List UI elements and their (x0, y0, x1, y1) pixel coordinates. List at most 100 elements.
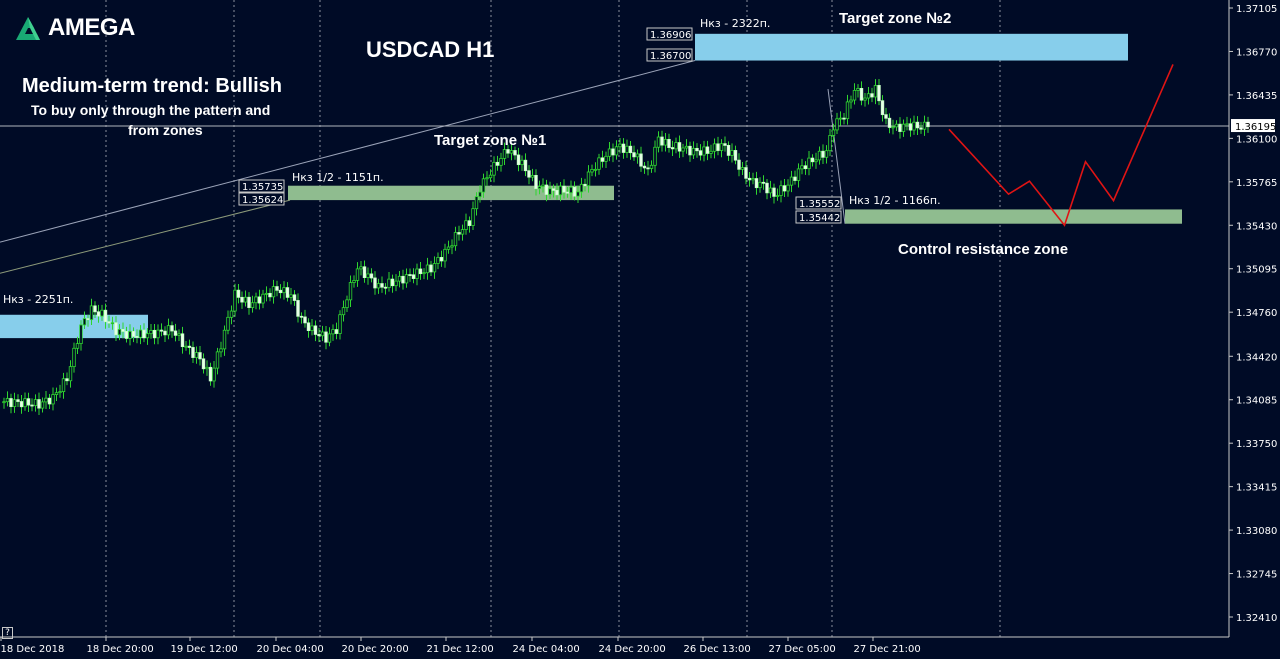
candle (810, 157, 815, 163)
candle (614, 146, 619, 156)
candle (803, 165, 808, 170)
candle (653, 146, 657, 166)
candle (898, 123, 902, 132)
candle (159, 329, 164, 332)
zone-control-green (845, 209, 1182, 224)
candle (58, 391, 62, 394)
price-tick-label: 1.35095 (1236, 265, 1277, 276)
candle (173, 330, 178, 336)
candle (334, 329, 339, 334)
candle (667, 138, 671, 148)
zone-label-left: Нкз - 2251п. (3, 293, 73, 306)
candle (411, 274, 416, 279)
time-tick-label: 21 Dec 12:00 (427, 644, 494, 655)
candle (541, 184, 545, 187)
candle (82, 318, 87, 326)
candle (103, 309, 108, 323)
candle (600, 157, 605, 162)
zone-target1-green (288, 185, 614, 201)
candle (859, 87, 864, 101)
candle (121, 329, 125, 332)
candle (156, 329, 160, 339)
candle (562, 185, 566, 193)
candle (646, 167, 650, 170)
time-tick-label: 18 Dec 2018 (1, 644, 65, 655)
zone-price-box (646, 27, 693, 41)
candle (509, 150, 514, 154)
control-zone-name: Control resistance zone (898, 241, 1068, 258)
candle (751, 178, 755, 181)
help-icon[interactable]: ? (2, 627, 13, 639)
candle (338, 314, 342, 334)
price-tick-label: 1.36100 (1236, 134, 1277, 145)
candle (691, 147, 696, 156)
price-tick-label: 1.35765 (1236, 178, 1277, 189)
annotations: USDCAD H1 Medium-term trend: Bullish To bu… (3, 10, 1068, 306)
candle (152, 329, 157, 339)
candle (107, 321, 111, 324)
zone-price-box (646, 48, 693, 62)
zone-price-box (238, 192, 285, 206)
candle (880, 100, 885, 116)
time-tick-label: 20 Dec 20:00 (342, 644, 409, 655)
candle (656, 136, 661, 148)
candle (628, 145, 633, 154)
candle (362, 266, 367, 279)
zone-left-blue (0, 314, 148, 339)
candle (65, 378, 69, 382)
candle (138, 329, 143, 338)
candle (590, 169, 594, 173)
candle (695, 147, 699, 152)
candle (446, 246, 451, 250)
candle (688, 145, 692, 156)
candle (789, 176, 794, 186)
candle (548, 188, 552, 195)
candle (117, 329, 122, 336)
candle (163, 330, 167, 336)
forecast-line (948, 64, 1174, 227)
candle (2, 401, 6, 404)
price-tick-label: 1.37105 (1236, 4, 1277, 15)
candle (198, 352, 202, 360)
candle (919, 127, 923, 130)
candle (712, 143, 717, 152)
candle (635, 153, 640, 158)
candle (604, 155, 608, 162)
candle (352, 279, 356, 283)
candle (222, 329, 227, 350)
candles (2, 79, 930, 415)
candle (922, 121, 927, 130)
candle (555, 189, 559, 196)
price-axis: 1.37105 1.36770 1.36435 1.36100 1.35765 1.354… (1229, 4, 1277, 624)
candle (845, 101, 850, 120)
candle (285, 287, 290, 298)
candle (54, 392, 59, 395)
candle (303, 316, 307, 324)
candle (642, 165, 647, 169)
candle (884, 114, 888, 119)
candle (765, 182, 769, 194)
candle (915, 121, 920, 129)
candle (586, 171, 591, 187)
candle (786, 184, 790, 192)
candle (905, 123, 909, 126)
candle (369, 273, 374, 279)
candle (856, 87, 860, 91)
candle (639, 153, 643, 167)
candle (61, 378, 66, 393)
candle (912, 121, 916, 131)
zone-price-label: 1.36700 (650, 51, 691, 62)
candle (761, 181, 766, 184)
candle (278, 289, 283, 294)
candle (527, 170, 531, 178)
candle (520, 159, 524, 166)
candle (33, 399, 38, 406)
candle (558, 185, 563, 196)
candle (243, 296, 248, 303)
candle (359, 266, 363, 270)
candle (215, 351, 220, 369)
candle (194, 352, 199, 358)
candle (166, 325, 171, 336)
